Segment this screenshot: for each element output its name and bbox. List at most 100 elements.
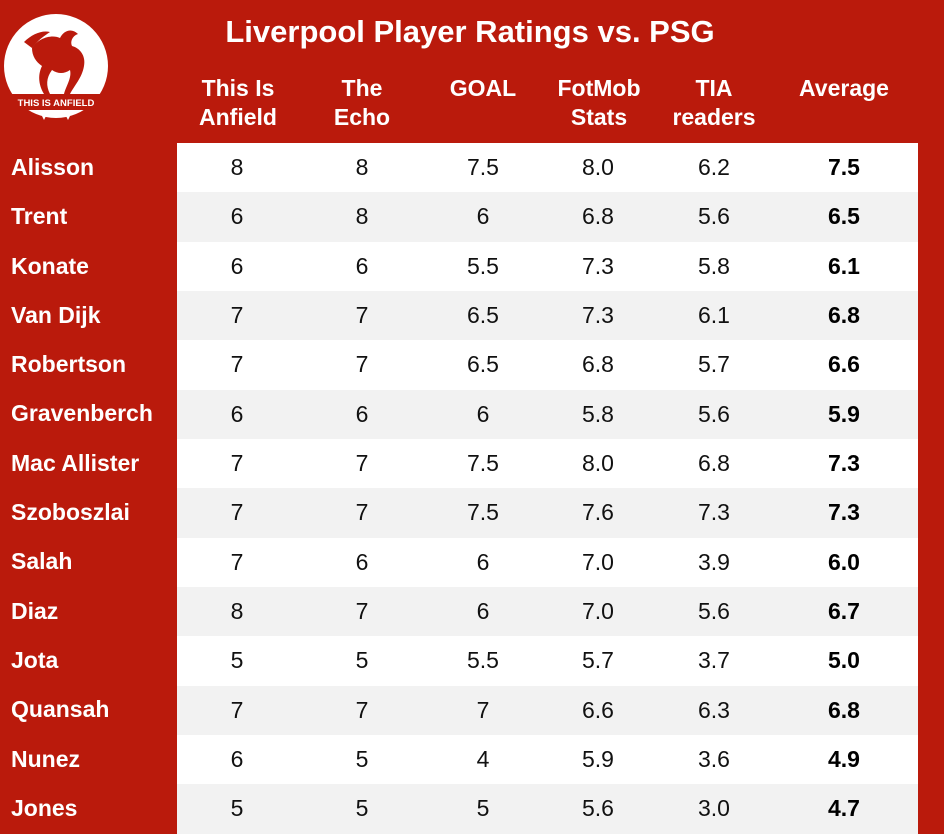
rating-cell: 7 xyxy=(355,302,369,329)
page-title: Liverpool Player Ratings vs. PSG xyxy=(225,14,715,49)
table-row: 7 7 7.5 7.6 7.3 7.3 xyxy=(177,488,918,538)
rating-cell: 5.6 xyxy=(698,203,730,230)
column-header-this-is-anfield: This Is Anfield xyxy=(178,74,298,132)
rating-cell: 6 xyxy=(476,203,490,230)
table-row: 8 8 7.5 8.0 6.2 7.5 xyxy=(177,143,918,192)
rating-cell: 7.5 xyxy=(467,450,499,477)
rating-cell: 8.0 xyxy=(582,450,614,477)
rating-cell: 7 xyxy=(355,598,369,625)
table-row: 7 6 6 7.0 3.9 6.0 xyxy=(177,538,918,587)
rating-cell: 7 xyxy=(476,696,490,723)
table-row: 5 5 5.5 5.7 3.7 5.0 xyxy=(177,636,918,685)
rating-cell: 6 xyxy=(355,548,369,575)
this-is-anfield-logo: THIS IS ANFIELD xyxy=(4,14,108,120)
rating-cell: 6 xyxy=(355,252,369,279)
table-row: 5 5 5 5.6 3.0 4.7 xyxy=(177,784,918,834)
rating-cell: 7 xyxy=(355,351,369,378)
column-header-line: FotMob xyxy=(557,75,641,101)
player-name: Nunez xyxy=(11,745,80,772)
table-row: 7 7 7.5 8.0 6.8 7.3 xyxy=(177,439,918,488)
player-name: Diaz xyxy=(11,597,59,624)
rating-cell: 5.5 xyxy=(467,252,499,279)
column-header-line: Stats xyxy=(570,104,628,130)
average-rating-cell: 6.8 xyxy=(828,696,860,723)
table-row: 7 7 6.5 7.3 6.1 6.8 xyxy=(177,291,918,341)
rating-cell: 3.9 xyxy=(698,548,730,575)
rating-cell: 6.8 xyxy=(698,450,730,477)
rating-cell: 6 xyxy=(230,746,244,773)
average-rating-cell: 4.9 xyxy=(828,746,860,773)
rating-cell: 5.9 xyxy=(582,746,614,773)
average-rating-cell: 7.3 xyxy=(828,450,860,477)
rating-cell: 7.5 xyxy=(467,154,499,180)
right-border xyxy=(918,143,944,834)
rating-cell: 5 xyxy=(355,795,369,822)
rating-cell: 5.5 xyxy=(467,647,499,674)
table-row: 6 8 6 6.8 5.6 6.5 xyxy=(177,192,918,242)
player-name: Jota xyxy=(11,646,59,673)
rating-cell: 6 xyxy=(230,203,244,230)
rating-cell: 6 xyxy=(230,400,244,427)
table-row: 6 6 5.5 7.3 5.8 6.1 xyxy=(177,242,918,291)
player-name: Robertson xyxy=(11,351,126,378)
column-header-tia-readers: TIA readers xyxy=(654,74,774,132)
player-name: Szoboszlai xyxy=(11,499,130,526)
rating-cell: 3.7 xyxy=(698,647,730,674)
column-header-line: GOAL xyxy=(449,75,517,101)
player-name: Trent xyxy=(11,203,68,230)
average-rating-cell: 6.7 xyxy=(828,598,860,625)
table-row: 8 7 6 7.0 5.6 6.7 xyxy=(177,587,918,637)
player-name: Konate xyxy=(11,252,89,279)
rating-cell: 7.3 xyxy=(698,499,730,526)
average-rating-cell: 6.1 xyxy=(828,252,860,279)
rating-cell: 5.7 xyxy=(582,647,614,674)
column-header-the-echo: The Echo xyxy=(302,74,422,132)
rating-cell: 5.6 xyxy=(698,598,730,625)
rating-cell: 7 xyxy=(230,450,244,477)
rating-cell: 7 xyxy=(355,696,369,723)
rating-cell: 5 xyxy=(230,647,244,674)
rating-cell: 6.5 xyxy=(467,351,499,378)
column-header-goal: GOAL xyxy=(423,74,543,103)
average-rating-cell: 7.3 xyxy=(828,499,860,526)
column-header-line: This Is xyxy=(201,75,275,101)
rating-cell: 6.8 xyxy=(582,203,614,230)
rating-cell: 3.0 xyxy=(698,795,730,822)
rating-cell: 7 xyxy=(355,499,369,526)
average-rating-cell: 7.5 xyxy=(828,154,860,180)
rating-cell: 5.6 xyxy=(698,400,730,427)
column-header-average: Average xyxy=(784,74,904,103)
rating-cell: 7 xyxy=(355,450,369,477)
rating-cell: 7.5 xyxy=(467,499,499,526)
rating-cell: 6 xyxy=(476,400,490,427)
rating-cell: 8 xyxy=(230,598,244,625)
average-rating-cell: 5.0 xyxy=(828,647,860,674)
rating-cell: 6.5 xyxy=(467,302,499,329)
rating-cell: 8.0 xyxy=(582,154,614,180)
rating-cell: 6 xyxy=(476,598,490,625)
rating-cell: 7 xyxy=(230,302,244,329)
column-header-line: TIA xyxy=(695,75,733,101)
rating-cell: 5 xyxy=(230,795,244,822)
rating-cell: 3.6 xyxy=(698,746,730,773)
logo-text: THIS IS ANFIELD xyxy=(18,98,95,109)
rating-cell: 6.2 xyxy=(698,154,730,180)
player-name: Jones xyxy=(11,794,78,821)
table-row: 7 7 6.5 6.8 5.7 6.6 xyxy=(177,340,918,389)
rating-cell: 5 xyxy=(476,795,490,822)
rating-cell: 6.6 xyxy=(582,696,614,723)
table-row: 7 7 7 6.6 6.3 6.8 xyxy=(177,685,918,736)
rating-cell: 8 xyxy=(355,154,369,180)
rating-cell: 8 xyxy=(355,203,369,230)
column-header-line: readers xyxy=(672,104,756,130)
average-rating-cell: 5.9 xyxy=(828,400,860,427)
player-name: Salah xyxy=(11,548,73,575)
table-row: 6 5 4 5.9 3.6 4.9 xyxy=(177,735,918,784)
rating-cell: 6 xyxy=(355,400,369,427)
rating-cell: 5 xyxy=(355,647,369,674)
rating-cell: 8 xyxy=(230,154,244,180)
rating-cell: 7.0 xyxy=(582,598,614,625)
average-rating-cell: 6.6 xyxy=(828,351,860,378)
rating-cell: 6 xyxy=(230,252,244,279)
